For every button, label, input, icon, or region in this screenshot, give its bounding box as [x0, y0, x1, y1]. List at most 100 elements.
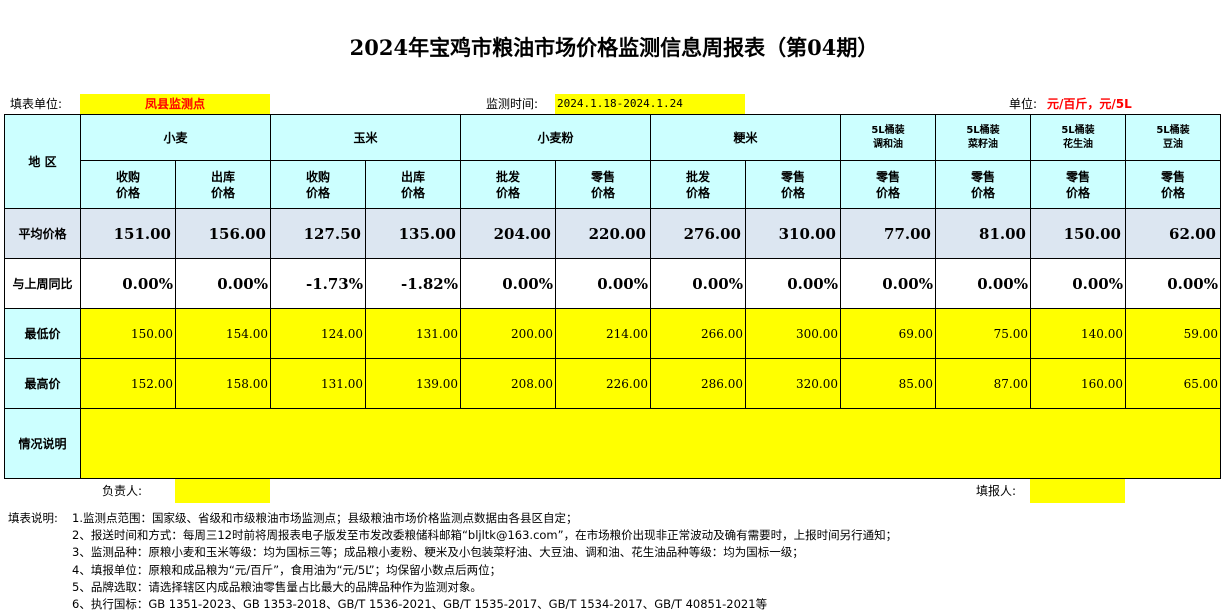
- max-value-cell: 208.00: [460, 358, 556, 409]
- min-value-cell: 69.00: [840, 308, 936, 359]
- filler-field[interactable]: [1030, 479, 1125, 503]
- change-value-cell: 0.00%: [1125, 258, 1221, 309]
- subheader-cell: 出库 价格: [365, 160, 461, 209]
- report-title: 2024年宝鸡市粮油市场价格监测信息周报表（第04期）: [349, 35, 879, 60]
- row-label-max: 最高价: [4, 358, 81, 409]
- unit-label: 填表单位:: [10, 97, 63, 111]
- subheader-cell: 收购 价格: [270, 160, 366, 209]
- min-value-cell: 214.00: [555, 308, 651, 359]
- min-value-cell: 131.00: [365, 308, 461, 359]
- change-value-cell: 0.00%: [840, 258, 936, 309]
- instruction-line: 1.监测点范围：国家级、省级和市级粮油市场监测点；县级粮油市场价格监测点数据由各…: [72, 511, 578, 525]
- change-row: 与上周同比 0.00% 0.00% -1.73% -1.82% 0.00% 0.00% 0.…: [4, 258, 1221, 309]
- product-peanut-oil: 5L桶装 花生油: [1030, 114, 1126, 161]
- units-label: 单位:: [1009, 97, 1038, 111]
- avg-value-cell: 204.00: [460, 208, 556, 259]
- instruction-line: 6、执行国标：GB 1351-2023、GB 1353-2018、GB/T 15…: [72, 596, 768, 611]
- change-value-cell: -1.73%: [270, 258, 366, 309]
- change-value-cell: 0.00%: [555, 258, 651, 309]
- min-value-cell: 300.00: [745, 308, 841, 359]
- subheader-cell: 批发 价格: [460, 160, 556, 209]
- change-value-cell: 0.00%: [935, 258, 1031, 309]
- avg-value-cell: 62.00: [1125, 208, 1221, 259]
- avg-value-cell: 150.00: [1030, 208, 1126, 259]
- min-value-cell: 154.00: [175, 308, 271, 359]
- min-value-cell: 59.00: [1125, 308, 1221, 359]
- min-value-cell: 124.00: [270, 308, 366, 359]
- change-value-cell: 0.00%: [175, 258, 271, 309]
- min-value-cell: 266.00: [650, 308, 746, 359]
- row-label-change: 与上周同比: [4, 258, 81, 309]
- avg-value-cell: 310.00: [745, 208, 841, 259]
- manager-label: 负责人:: [102, 484, 143, 498]
- change-value-cell: 0.00%: [80, 258, 176, 309]
- change-value-cell: 0.00%: [1030, 258, 1126, 309]
- instruction-line: 3、监测品种：原粮小麦和玉米等级：均为国标三等；成品粮小麦粉、粳米及小包装菜籽油…: [72, 545, 804, 560]
- subheader-cell: 零售 价格: [935, 160, 1031, 209]
- max-value-cell: 320.00: [745, 358, 841, 409]
- notes-field[interactable]: [80, 408, 1221, 479]
- subheader-cell: 零售 价格: [745, 160, 841, 209]
- product-corn: 玉米: [270, 114, 461, 161]
- price-table: 地 区 小麦 玉米 小麦粉 粳米 5L桶装 调和油 5L桶装 菜籽油 5L桶装 …: [4, 114, 1221, 479]
- unit-value-field[interactable]: 凤县监测点: [80, 94, 270, 114]
- instruction-line: 5、品牌选取：请选择辖区内成品粮油零售量占比最大的品牌品种作为监测对象。: [72, 579, 482, 594]
- avg-value-cell: 151.00: [80, 208, 176, 259]
- meta-row: 填表单位: 凤县监测点 监测时间: 2024.1.18-2024.1.24 单位…: [4, 94, 1224, 114]
- max-value-cell: 139.00: [365, 358, 461, 409]
- instructions-label: 填表说明:: [8, 511, 58, 525]
- subheader-cell: 收购 价格: [80, 160, 176, 209]
- min-row: 最低价 150.00 154.00 124.00 131.00 200.00 214.00…: [4, 308, 1221, 359]
- min-value-cell: 75.00: [935, 308, 1031, 359]
- product-rice: 粳米: [650, 114, 841, 161]
- period-value-field[interactable]: 2024.1.18-2024.1.24: [555, 94, 745, 114]
- avg-value-cell: 127.50: [270, 208, 366, 259]
- max-value-cell: 152.00: [80, 358, 176, 409]
- product-soybean-oil: 5L桶装 豆油: [1125, 114, 1221, 161]
- subheader-cell: 出库 价格: [175, 160, 271, 209]
- instruction-line: 4、填报单位：原粮和成品粮为“元/百斤”，食用油为“元/5L”；均保留小数点后两…: [72, 562, 502, 577]
- subheader-cell: 零售 价格: [1030, 160, 1126, 209]
- avg-value-cell: 276.00: [650, 208, 746, 259]
- avg-value-cell: 156.00: [175, 208, 271, 259]
- subheader-cell: 零售 价格: [555, 160, 651, 209]
- product-rapeseed-oil: 5L桶装 菜籽油: [935, 114, 1031, 161]
- max-value-cell: 158.00: [175, 358, 271, 409]
- subheader-cell: 零售 价格: [1125, 160, 1221, 209]
- period-label: 监测时间:: [486, 97, 539, 111]
- max-value-cell: 65.00: [1125, 358, 1221, 409]
- row-label-min: 最低价: [4, 308, 81, 359]
- change-value-cell: 0.00%: [745, 258, 841, 309]
- min-value-cell: 140.00: [1030, 308, 1126, 359]
- instruction-line: 2、报送时间和方式：每周三12时前将周报表电子版发至市发改委粮储科邮箱“bljl…: [72, 528, 898, 543]
- max-row: 最高价 152.00 158.00 131.00 139.00 208.00 226.00…: [4, 358, 1221, 409]
- signature-row: 负责人: 填报人:: [4, 479, 1224, 503]
- min-value-cell: 150.00: [80, 308, 176, 359]
- row-label-notes: 情况说明: [4, 408, 81, 479]
- avg-row: 平均价格 151.00 156.00 127.50 135.00 204.00 220.0…: [4, 208, 1221, 259]
- change-value-cell: 0.00%: [460, 258, 556, 309]
- change-value-cell: -1.82%: [365, 258, 461, 309]
- region-header: 地 区: [4, 114, 81, 209]
- change-value-cell: 0.00%: [650, 258, 746, 309]
- subheader-cell: 批发 价格: [650, 160, 746, 209]
- avg-value-cell: 135.00: [365, 208, 461, 259]
- product-blend-oil: 5L桶装 调和油: [840, 114, 936, 161]
- min-value-cell: 200.00: [460, 308, 556, 359]
- product-wheat: 小麦: [80, 114, 271, 161]
- filler-label: 填报人:: [976, 484, 1017, 498]
- avg-value-cell: 77.00: [840, 208, 936, 259]
- max-value-cell: 85.00: [840, 358, 936, 409]
- max-value-cell: 131.00: [270, 358, 366, 409]
- max-value-cell: 160.00: [1030, 358, 1126, 409]
- max-value-cell: 286.00: [650, 358, 746, 409]
- row-label-avg: 平均价格: [4, 208, 81, 259]
- avg-value-cell: 81.00: [935, 208, 1031, 259]
- units-value: 元/百斤，元/5L: [1047, 97, 1132, 111]
- max-value-cell: 226.00: [555, 358, 651, 409]
- product-flour: 小麦粉: [460, 114, 651, 161]
- manager-field[interactable]: [175, 479, 270, 503]
- avg-value-cell: 220.00: [555, 208, 651, 259]
- max-value-cell: 87.00: [935, 358, 1031, 409]
- subheader-cell: 零售 价格: [840, 160, 936, 209]
